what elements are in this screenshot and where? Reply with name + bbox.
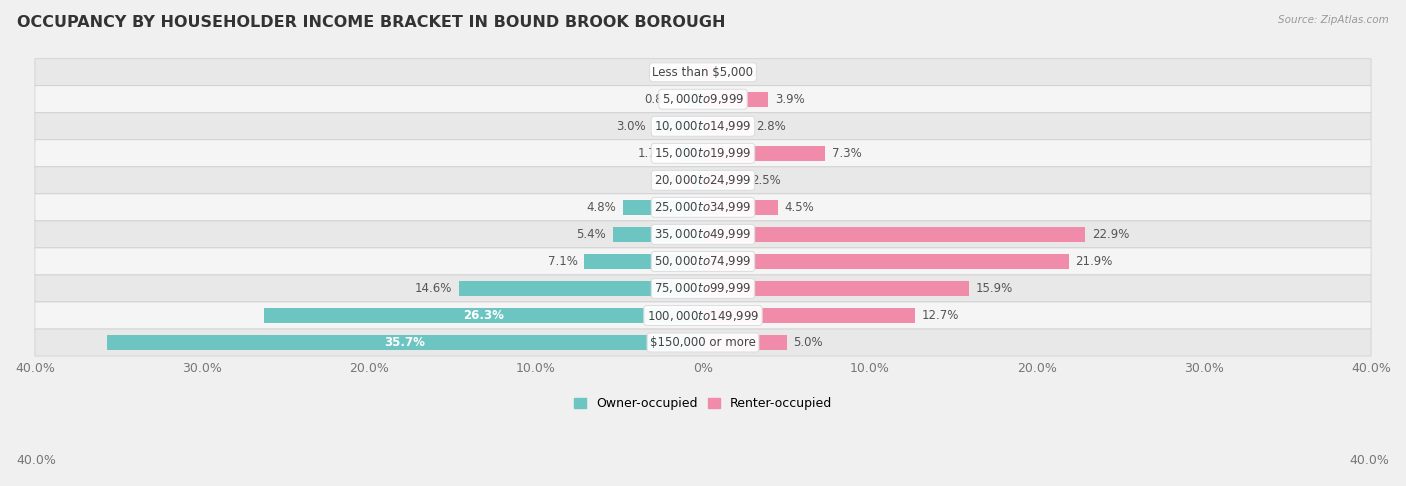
Text: 1.7%: 1.7%: [638, 147, 668, 160]
Text: 15.9%: 15.9%: [976, 282, 1012, 295]
Bar: [460, 281, 703, 296]
Bar: [703, 227, 1085, 242]
Text: 0.55%: 0.55%: [718, 66, 756, 79]
FancyBboxPatch shape: [35, 329, 1371, 356]
FancyBboxPatch shape: [35, 86, 1371, 113]
Text: $5,000 to $9,999: $5,000 to $9,999: [662, 92, 744, 106]
Text: 14.6%: 14.6%: [415, 282, 453, 295]
Text: $15,000 to $19,999: $15,000 to $19,999: [654, 146, 752, 160]
FancyBboxPatch shape: [35, 59, 1371, 86]
Text: $10,000 to $14,999: $10,000 to $14,999: [654, 119, 752, 133]
Bar: [613, 227, 703, 242]
Text: 0.54%: 0.54%: [650, 174, 688, 187]
FancyBboxPatch shape: [35, 221, 1371, 248]
Text: 2.5%: 2.5%: [751, 174, 782, 187]
Bar: [695, 173, 703, 188]
Text: $50,000 to $74,999: $50,000 to $74,999: [654, 255, 752, 268]
Text: 4.8%: 4.8%: [586, 201, 616, 214]
Bar: [703, 146, 825, 161]
Text: 22.9%: 22.9%: [1092, 228, 1129, 241]
Bar: [703, 335, 786, 350]
Text: $150,000 or more: $150,000 or more: [650, 336, 756, 349]
Bar: [703, 65, 713, 80]
Text: $25,000 to $34,999: $25,000 to $34,999: [654, 200, 752, 214]
Text: 2.8%: 2.8%: [756, 120, 786, 133]
Bar: [675, 146, 703, 161]
FancyBboxPatch shape: [35, 140, 1371, 167]
Bar: [652, 119, 703, 134]
Text: 5.0%: 5.0%: [793, 336, 823, 349]
Bar: [703, 92, 768, 107]
Text: $75,000 to $99,999: $75,000 to $99,999: [654, 281, 752, 295]
Text: 40.0%: 40.0%: [17, 453, 56, 467]
Bar: [703, 254, 1069, 269]
Bar: [585, 254, 703, 269]
Text: 12.7%: 12.7%: [922, 309, 959, 322]
Text: $100,000 to $149,999: $100,000 to $149,999: [647, 309, 759, 323]
Text: 0.2%: 0.2%: [664, 66, 693, 79]
Text: 7.3%: 7.3%: [831, 147, 862, 160]
Text: 4.5%: 4.5%: [785, 201, 814, 214]
Bar: [623, 200, 703, 215]
FancyBboxPatch shape: [35, 113, 1371, 140]
Text: Less than $5,000: Less than $5,000: [652, 66, 754, 79]
Legend: Owner-occupied, Renter-occupied: Owner-occupied, Renter-occupied: [568, 392, 838, 415]
FancyBboxPatch shape: [35, 275, 1371, 302]
Text: 0.88%: 0.88%: [644, 93, 682, 106]
Text: 40.0%: 40.0%: [1350, 453, 1389, 467]
Text: $20,000 to $24,999: $20,000 to $24,999: [654, 174, 752, 188]
Bar: [689, 92, 703, 107]
Text: $35,000 to $49,999: $35,000 to $49,999: [654, 227, 752, 242]
Text: 35.7%: 35.7%: [384, 336, 425, 349]
Bar: [703, 200, 778, 215]
Bar: [703, 281, 969, 296]
Text: 7.1%: 7.1%: [548, 255, 578, 268]
Bar: [703, 308, 915, 323]
Bar: [264, 308, 703, 323]
Text: OCCUPANCY BY HOUSEHOLDER INCOME BRACKET IN BOUND BROOK BOROUGH: OCCUPANCY BY HOUSEHOLDER INCOME BRACKET …: [17, 15, 725, 30]
Bar: [703, 119, 749, 134]
Text: 5.4%: 5.4%: [576, 228, 606, 241]
Text: 26.3%: 26.3%: [463, 309, 503, 322]
Text: 3.9%: 3.9%: [775, 93, 804, 106]
FancyBboxPatch shape: [35, 248, 1371, 275]
Text: 3.0%: 3.0%: [617, 120, 647, 133]
Bar: [107, 335, 703, 350]
Text: 21.9%: 21.9%: [1076, 255, 1112, 268]
FancyBboxPatch shape: [35, 194, 1371, 221]
FancyBboxPatch shape: [35, 302, 1371, 329]
Text: Source: ZipAtlas.com: Source: ZipAtlas.com: [1278, 15, 1389, 25]
Bar: [703, 173, 745, 188]
FancyBboxPatch shape: [35, 167, 1371, 194]
Bar: [700, 65, 703, 80]
